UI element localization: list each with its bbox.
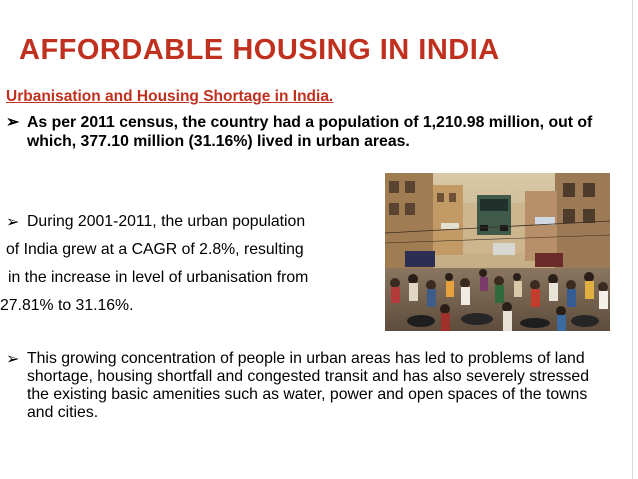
bullet-concentration: ➢ This growing concentration of people i… [6, 350, 606, 422]
crowded-street-photo [385, 173, 610, 331]
arrow-bullet-icon: ➢ [6, 351, 20, 368]
arrow-bullet-icon: ➢ [6, 114, 20, 131]
bullet-urban-growth: ➢ During 2001-2011, the urban population… [0, 208, 386, 320]
bullet-text: This growing concentration of people in … [27, 350, 590, 421]
bullet-text: As per 2011 census, the country had a po… [27, 114, 593, 150]
slide-title: AFFORDABLE HOUSING IN INDIA [19, 34, 500, 66]
bullet-line: in the increase in level of urbanisation… [8, 269, 309, 286]
bullet-line: 27.81% to 31.16%. [0, 297, 134, 314]
bullet-line: During 2001-2011, the urban population [27, 213, 306, 230]
slide-subtitle: Urbanisation and Housing Shortage in Ind… [6, 88, 334, 105]
bullet-line: of India grew at a CAGR of 2.8%, resulti… [6, 241, 304, 258]
slide-edge-divider [632, 0, 633, 479]
bullet-census: ➢ As per 2011 census, the country had a … [6, 113, 596, 151]
arrow-bullet-icon: ➢ [6, 214, 20, 231]
